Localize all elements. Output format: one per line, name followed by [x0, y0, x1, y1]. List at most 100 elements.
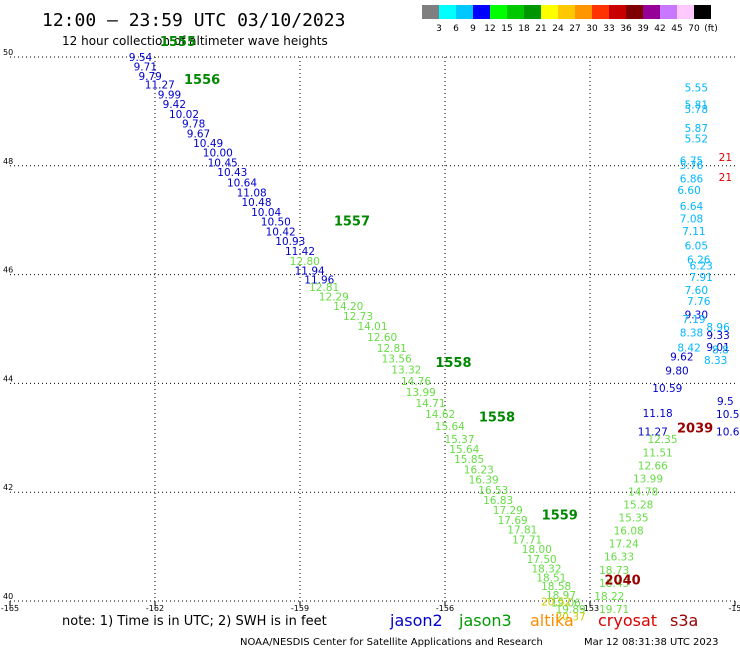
- data-point-label: 18.97: [546, 590, 576, 602]
- data-point-label: 8.42: [677, 342, 700, 354]
- x-tick-label: -153: [581, 604, 599, 613]
- data-point-label: 10.04: [251, 207, 281, 219]
- data-point-label: 16.83: [483, 495, 513, 507]
- colorbar-label: 21: [535, 24, 546, 34]
- data-point-label: 12.81: [377, 343, 407, 355]
- colorbar-swatch: [541, 5, 558, 19]
- data-point-label: 10.43: [217, 167, 247, 179]
- colorbar-label: 30: [586, 24, 598, 34]
- data-point-label: 18.32: [531, 564, 561, 576]
- data-point-label: 9.67: [187, 129, 210, 141]
- data-point-label: 11.08: [237, 187, 267, 199]
- x-tick-label: -162: [146, 604, 164, 613]
- data-point-label: 5.78: [685, 104, 708, 116]
- data-point-label: 11.96: [304, 274, 334, 286]
- colorbar-swatch: [677, 5, 694, 19]
- x-tick-label: -156: [436, 604, 454, 613]
- y-tick-label: 44: [3, 374, 13, 383]
- data-point-label: 18.58: [541, 581, 571, 593]
- data-point-label: 19.89: [556, 604, 586, 616]
- colorbar-label: 70: [688, 24, 700, 34]
- chart-title: 12:00 – 23:59 UTC 03/10/2023: [42, 10, 345, 31]
- data-point-label: 10.00: [203, 148, 233, 160]
- data-point-label: 8.33: [704, 355, 727, 367]
- pass-annotation: 1558: [479, 410, 515, 425]
- pass-annotation: 1559: [542, 508, 578, 523]
- data-point-label: 18.45: [599, 578, 629, 590]
- colorbar-label: 12: [484, 24, 495, 34]
- data-point-label: 15.64: [449, 444, 479, 456]
- data-point-label: 7.76: [687, 296, 711, 308]
- legend-entry-jason3: jason3: [458, 611, 512, 630]
- data-point-label: 9.78: [182, 119, 205, 131]
- data-point-label: 5.52: [685, 133, 708, 145]
- x-tick-labels: -165 -162 -159 -156 -153 -15: [1, 604, 740, 613]
- pass-annotation: 1557: [334, 215, 370, 230]
- colorbar-label: 39: [637, 24, 649, 34]
- data-point-label: 14.76: [401, 376, 431, 388]
- colorbar-swatch: [558, 5, 575, 19]
- grid: [9, 56, 736, 606]
- data-point-label: 7.11: [682, 226, 705, 238]
- data-point-label: 7.08: [680, 213, 703, 225]
- data-point-label: 10.02: [169, 109, 199, 121]
- data-point-label: 13.56: [382, 354, 412, 366]
- colorbar-label: 45: [671, 24, 682, 34]
- data-point-label: 6.86: [680, 174, 704, 186]
- data-point-label: 15.35: [618, 513, 648, 525]
- data-point-label: 6.60: [677, 185, 700, 197]
- footer-note: note: 1) Time is in UTC; 2) SWH is in fe…: [62, 614, 327, 629]
- y-tick-label: 48: [3, 157, 13, 166]
- data-point-label: 9.62: [670, 352, 693, 364]
- colorbar-swatch: [507, 5, 524, 19]
- data-point-label: 16.33: [604, 552, 634, 564]
- pass-annotation: 2039: [677, 421, 713, 436]
- x-tick-label: -159: [291, 604, 309, 613]
- pass-annotations: 1555 1556 1557 1558 1558 1559 2039 2040: [160, 35, 713, 589]
- colorbar-swatch: [575, 5, 592, 19]
- data-point-label: 9.79: [138, 71, 161, 83]
- data-point-label: 10.6: [716, 427, 740, 439]
- data-point-label: 15.37: [444, 434, 474, 446]
- data-point-label: 6.75: [680, 156, 703, 168]
- data-point-label: 18.51: [536, 572, 566, 584]
- footer-timestamp: Mar 12 08:31:38 UTC 2023: [584, 637, 719, 648]
- colorbar-label: 27: [569, 24, 580, 34]
- colorbar-swatch: [643, 5, 660, 19]
- data-point-label: 14.78: [628, 486, 658, 498]
- data-point-label: 20.52: [541, 596, 571, 608]
- colorbar-label: 36: [620, 24, 632, 34]
- data-point-label: 14.01: [357, 321, 387, 333]
- data-point-label: 20.37: [556, 612, 586, 624]
- data-point-label: 14.20: [333, 301, 363, 313]
- data-point-label: 14.71: [415, 398, 445, 410]
- pass-annotation: 2040: [605, 574, 641, 589]
- x-tick-label: -165: [1, 604, 19, 613]
- y-tick-label: 46: [3, 266, 13, 275]
- colorbar: 3 6 9 12 15 18 21 24 27 30 33 36 39 42 45 70 (ft): [422, 5, 718, 34]
- data-point-label: 17.69: [498, 515, 528, 527]
- data-point-label: 17.81: [507, 525, 537, 537]
- y-tick-label: 42: [3, 483, 13, 492]
- data-point-label: 9.33: [706, 330, 729, 342]
- legend-entry-jason2: jason2: [389, 611, 443, 630]
- data-point-label: 9.42: [163, 99, 186, 111]
- colorbar-label: 9: [470, 24, 476, 34]
- data-point-label: 16.08: [614, 526, 644, 538]
- data-point-label: 18.22: [594, 591, 624, 603]
- data-point-label: 11.27: [638, 427, 668, 439]
- colorbar-swatch: [660, 5, 677, 19]
- data-point-label: 12.60: [367, 332, 397, 344]
- data-point-label: 5.87: [685, 123, 708, 135]
- legend: jason2 jason3 altika cryosat s3a: [389, 611, 698, 630]
- colorbar-swatch: [490, 5, 507, 19]
- data-point-label: 5.55: [685, 82, 708, 94]
- data-point-label: 15.64: [435, 421, 465, 433]
- data-point-label: 9.99: [158, 89, 181, 101]
- legend-entry-cryosat: cryosat: [598, 611, 657, 630]
- data-point-label: 9.01: [706, 342, 729, 354]
- data-point-label: 10.64: [227, 177, 257, 189]
- data-point-label: 10.93: [275, 236, 305, 248]
- colorbar-swatch: [524, 5, 541, 19]
